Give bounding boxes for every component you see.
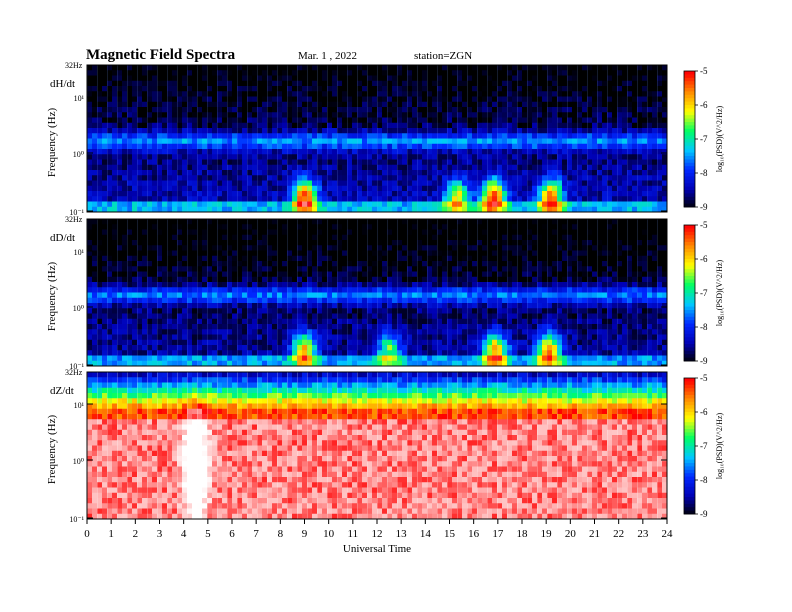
ytick-label-3-0: 10¹ xyxy=(74,401,85,410)
colorbar-1: -5 -6 -7 -8 -9 log₁₀(PSD)(V^2/Hz) xyxy=(683,66,724,212)
spectrogram-1 xyxy=(87,65,668,213)
xtick-label-8: 8 xyxy=(278,528,284,540)
xtick-label-20: 20 xyxy=(565,528,577,540)
ytick-label-3-1: 10⁰ xyxy=(73,457,84,466)
x-axis: 0 1 2 3 4 5 6 7 8 9 10 11 12 13 14 15 16 17 18 19 20 21 22 23 24 xyxy=(84,519,673,540)
colorbar-tick-label-1-3: -8 xyxy=(700,168,708,178)
colorbar-tick-label-2-3: -8 xyxy=(700,322,708,332)
panel-label-3: dZ/dt xyxy=(50,385,74,397)
colorbar-tick-label-2-1: -6 xyxy=(700,254,708,264)
xtick-label-4: 4 xyxy=(181,528,187,540)
panel-frame-2 xyxy=(86,218,668,367)
xtick-label-19: 19 xyxy=(541,528,553,540)
colorbar-tick-label-2-2: -7 xyxy=(700,288,708,298)
date-label: Mar. 1 , 2022 xyxy=(298,50,357,62)
xtick-label-24: 24 xyxy=(662,528,674,540)
spectrogram-2 xyxy=(87,219,668,367)
ytick-label-2-2: 10⁻¹ xyxy=(69,362,84,371)
ytick-label-1-0: 10¹ xyxy=(74,94,85,103)
colorbar-tick-label-3-3: -8 xyxy=(700,475,708,485)
xtick-label-18: 18 xyxy=(517,528,529,540)
figure-title: Magnetic Field Spectra xyxy=(86,47,236,63)
colorbar-tick-label-1-0: -5 xyxy=(700,66,708,76)
colorbar-label-2: log₁₀(PSD)(V^2/Hz) xyxy=(715,260,724,327)
xtick-label-7: 7 xyxy=(253,528,259,540)
xtick-label-21: 21 xyxy=(589,528,600,540)
colorbar-label-1: log₁₀(PSD)(V^2/Hz) xyxy=(715,106,724,173)
ytop-label-1: 32Hz xyxy=(65,61,83,70)
colorbar-tick-label-3-4: -9 xyxy=(700,509,708,519)
y-axis-label-3: Frequency (Hz) xyxy=(46,415,58,485)
x-axis-label: Universal Time xyxy=(343,543,411,555)
xtick-label-15: 15 xyxy=(444,528,456,540)
colorbar-label-3: log₁₀(PSD)(V^2/Hz) xyxy=(715,413,724,480)
panel-label-2: dD/dt xyxy=(50,232,75,244)
ytop-label-3: 32Hz xyxy=(65,368,83,377)
colorbar-2: -5 -6 -7 -8 -9 log₁₀(PSD)(V^2/Hz) xyxy=(683,220,724,366)
colorbar-tick-label-2-0: -5 xyxy=(700,220,708,230)
colorbar-tick-label-3-0: -5 xyxy=(700,373,708,383)
xtick-label-22: 22 xyxy=(613,528,624,540)
ytick-label-2-0: 10¹ xyxy=(74,248,85,257)
panel-frame-1 xyxy=(86,64,668,213)
xtick-label-1: 1 xyxy=(108,528,114,540)
xtick-label-6: 6 xyxy=(229,528,235,540)
ytick-label-3-2: 10⁻¹ xyxy=(69,515,84,524)
xtick-label-13: 13 xyxy=(396,528,408,540)
colorbar-tick-label-3-1: -6 xyxy=(700,407,708,417)
spectrogram-3 xyxy=(87,372,668,520)
y-axis-label-1: Frequency (Hz) xyxy=(46,108,58,178)
colorbar-tick-label-1-4: -9 xyxy=(700,202,708,212)
ytop-label-2: 32Hz xyxy=(65,215,83,224)
y-axis-label-2: Frequency (Hz) xyxy=(46,262,58,332)
xtick-label-16: 16 xyxy=(468,528,480,540)
xtick-label-12: 12 xyxy=(372,528,383,540)
colorbar-tick-label-3-2: -7 xyxy=(700,441,708,451)
xtick-label-10: 10 xyxy=(323,528,335,540)
ytick-label-1-2: 10⁻¹ xyxy=(69,208,84,217)
ytick-label-1-1: 10⁰ xyxy=(73,150,84,159)
xtick-label-14: 14 xyxy=(420,528,432,540)
colorbar-tick-label-1-2: -7 xyxy=(700,134,708,144)
xtick-label-5: 5 xyxy=(205,528,211,540)
xtick-label-9: 9 xyxy=(302,528,308,540)
xtick-label-11: 11 xyxy=(348,528,359,540)
xtick-label-23: 23 xyxy=(637,528,649,540)
xtick-label-17: 17 xyxy=(492,528,504,540)
station-label: station=ZGN xyxy=(414,50,472,62)
xtick-label-0: 0 xyxy=(84,528,90,540)
colorbar-tick-label-1-1: -6 xyxy=(700,100,708,110)
ytick-label-2-1: 10⁰ xyxy=(73,304,84,313)
colorbar-tick-label-2-4: -9 xyxy=(700,356,708,366)
colorbar-3: -5 -6 -7 -8 -9 log₁₀(PSD)(V^2/Hz) xyxy=(683,373,724,519)
xtick-label-3: 3 xyxy=(157,528,163,540)
panel-label-1: dH/dt xyxy=(50,78,75,90)
xtick-label-2: 2 xyxy=(133,528,139,540)
